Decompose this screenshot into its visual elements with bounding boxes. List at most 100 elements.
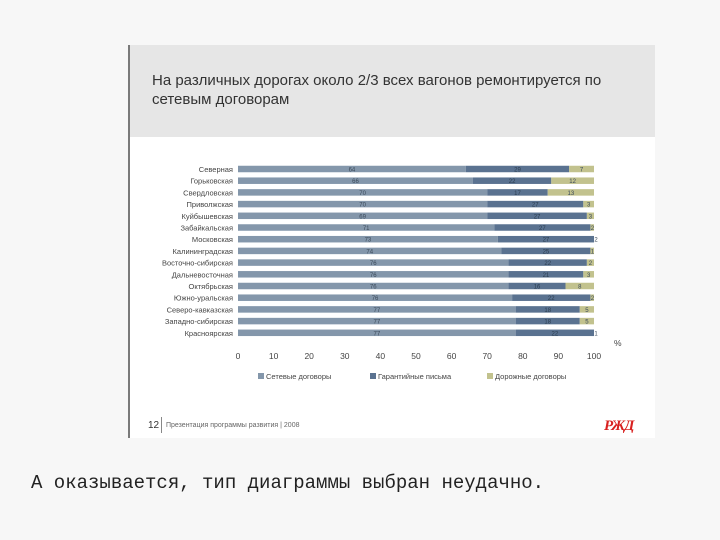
data-label: 12 [569, 179, 576, 185]
bar-3 [551, 177, 594, 184]
page-number: 12 [148, 420, 160, 431]
title-banner: На различных дорогах около 2/3 всех ваго… [130, 45, 655, 137]
bar-2 [497, 235, 594, 243]
data-label: 76 [372, 296, 379, 302]
bar-3 [565, 282, 594, 290]
x-tick-label: 70 [482, 351, 492, 361]
bar-2 [515, 317, 580, 325]
data-label: 8 [578, 285, 582, 291]
bar-2 [508, 282, 566, 290]
bar-2 [494, 224, 591, 231]
category-label: Дальневосточная [172, 270, 233, 279]
data-label: 3 [589, 214, 593, 220]
data-label: 7 [580, 168, 584, 174]
data-label: 5 [585, 308, 589, 314]
rzd-logo: РЖД [604, 418, 634, 434]
data-label: 77 [373, 308, 380, 314]
data-label: 71 [363, 226, 370, 232]
bar-1 [238, 165, 466, 173]
data-label: 77 [373, 320, 380, 326]
bar-2 [487, 212, 587, 220]
x-tick-label: 60 [447, 351, 457, 361]
bar-2 [515, 329, 594, 337]
legend-label: Дорожные договоры [495, 372, 566, 381]
data-label: 2 [591, 296, 595, 302]
data-label: 73 [365, 238, 372, 244]
data-label: 2 [589, 261, 593, 267]
bar-1 [238, 306, 516, 313]
data-label: 66 [352, 179, 359, 185]
bar-1 [238, 317, 516, 325]
bar-3 [590, 224, 594, 231]
data-label: 5 [585, 320, 589, 326]
bar-3 [583, 200, 594, 208]
category-label: Забайкальская [180, 224, 233, 233]
data-label: 13 [568, 191, 575, 197]
legend-swatch [487, 373, 493, 379]
data-label: 2 [594, 238, 598, 244]
category-label: Свердловская [183, 188, 233, 197]
category-label: Северо-кавказская [167, 305, 233, 314]
data-label: 27 [532, 203, 539, 209]
bar-1 [238, 329, 516, 337]
legend-label: Сетевые договоры [266, 372, 331, 381]
bar-2 [487, 200, 584, 208]
bar-2 [465, 165, 570, 173]
bar-1 [238, 212, 488, 220]
bar-1 [238, 235, 498, 243]
data-label: 22 [548, 296, 555, 302]
data-label: 17 [514, 191, 521, 197]
data-label: 76 [370, 273, 377, 279]
data-label: 18 [544, 320, 551, 326]
bar-2 [515, 306, 580, 313]
x-tick-label: 100 [587, 351, 601, 361]
category-label: Куйбышевская [181, 212, 233, 221]
bar-3 [579, 306, 594, 313]
unit-label: % [614, 338, 622, 348]
category-label: Красноярская [185, 329, 233, 338]
data-label: 64 [349, 168, 356, 174]
data-label: 25 [543, 249, 550, 255]
category-label: Октябрьская [189, 282, 234, 291]
slide-title: На различных дорогах около 2/3 всех ваго… [152, 72, 602, 108]
bar-1 [238, 271, 509, 278]
data-label: 70 [359, 191, 366, 197]
x-tick-label: 20 [304, 351, 314, 361]
data-label: 76 [370, 261, 377, 267]
bar-1 [238, 189, 488, 196]
bar-3 [569, 165, 594, 173]
bar-1 [238, 247, 502, 255]
category-label: Калининградская [173, 247, 233, 256]
data-label: 70 [359, 203, 366, 209]
data-label: 2 [591, 226, 595, 232]
data-label: 27 [539, 226, 546, 232]
bar-1 [238, 200, 488, 208]
bar-3 [547, 189, 594, 196]
footer-divider [161, 417, 162, 433]
bar-1 [238, 294, 513, 301]
caption: А оказывается, тип диаграммы выбран неуд… [31, 472, 545, 494]
bar-2 [508, 271, 584, 278]
bar-3 [590, 247, 594, 255]
x-tick-label: 90 [554, 351, 564, 361]
bar-2 [487, 189, 548, 196]
bar-3 [579, 317, 594, 325]
category-label: Горьковская [190, 177, 233, 186]
data-label: 1 [591, 249, 595, 255]
data-label: 1 [594, 331, 598, 337]
category-label: Западно-сибирская [165, 317, 233, 326]
data-label: 22 [544, 261, 551, 267]
data-label: 3 [587, 273, 591, 279]
category-label: Восточно-сибирская [162, 259, 233, 268]
category-label: Приволжская [187, 200, 233, 209]
bar-3 [583, 271, 594, 278]
data-label: 3 [587, 203, 591, 209]
data-label: 18 [544, 308, 551, 314]
data-label: 22 [509, 179, 516, 185]
data-label: 69 [359, 214, 366, 220]
category-label: Северная [199, 165, 233, 174]
legend-swatch [258, 373, 264, 379]
data-label: 74 [366, 249, 373, 255]
legend-label: Гарантийные письма [378, 372, 452, 381]
